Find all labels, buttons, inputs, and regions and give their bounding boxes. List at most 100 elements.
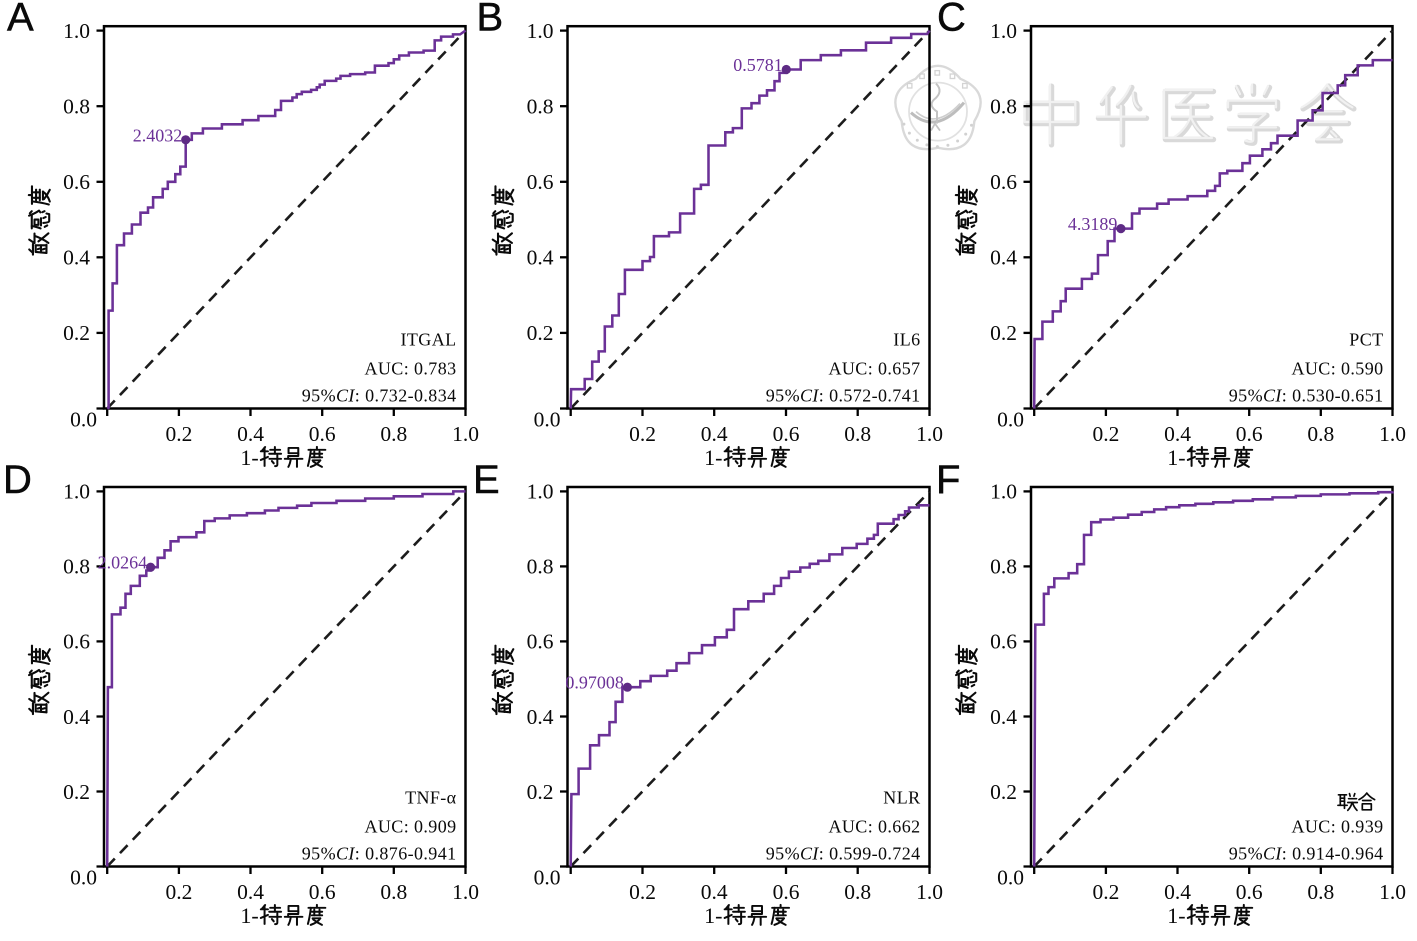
svg-text:E: E — [473, 458, 500, 502]
svg-text:0.2: 0.2 — [629, 422, 656, 446]
svg-text:95%CI: 0.914-0.964: 95%CI: 0.914-0.964 — [1229, 844, 1384, 864]
svg-text:0.4: 0.4 — [990, 246, 1017, 270]
svg-text:0.6: 0.6 — [309, 880, 336, 904]
svg-text:0.4: 0.4 — [1164, 422, 1191, 446]
svg-text:0.2: 0.2 — [165, 422, 192, 446]
svg-text:0.8: 0.8 — [990, 95, 1017, 119]
svg-text:1-: 1- — [704, 903, 722, 928]
svg-text:4.3189: 4.3189 — [1068, 214, 1118, 234]
svg-text:2.4032: 2.4032 — [133, 125, 183, 145]
svg-text:0.2: 0.2 — [1092, 422, 1119, 446]
svg-text:0.8: 0.8 — [1307, 880, 1334, 904]
svg-text:0.8: 0.8 — [844, 880, 871, 904]
svg-text:0.0: 0.0 — [70, 408, 97, 432]
svg-text:AUC: 0.590: AUC: 0.590 — [1291, 359, 1383, 379]
svg-text:0.8: 0.8 — [380, 422, 407, 446]
svg-text:0.6: 0.6 — [527, 170, 554, 194]
svg-text:1.0: 1.0 — [916, 880, 943, 904]
svg-text:NLR: NLR — [883, 788, 920, 808]
svg-text:95%CI: 0.876-0.941: 95%CI: 0.876-0.941 — [302, 844, 457, 864]
svg-text:0.6: 0.6 — [1236, 422, 1263, 446]
svg-text:1-: 1- — [1167, 903, 1185, 928]
svg-text:1.0: 1.0 — [63, 19, 90, 43]
svg-text:AUC: 0.783: AUC: 0.783 — [364, 359, 456, 379]
svg-text:95%CI: 0.530-0.651: 95%CI: 0.530-0.651 — [1229, 386, 1384, 406]
svg-text:0.4: 0.4 — [1164, 880, 1191, 904]
svg-text:0.4: 0.4 — [527, 705, 554, 729]
svg-text:0.8: 0.8 — [527, 95, 554, 119]
svg-text:0.4: 0.4 — [527, 246, 554, 270]
svg-text:1-: 1- — [240, 445, 258, 470]
svg-text:0.5781: 0.5781 — [733, 55, 783, 75]
svg-text:B: B — [477, 0, 504, 40]
svg-text:1.0: 1.0 — [1379, 880, 1406, 904]
svg-text:ITGAL: ITGAL — [401, 330, 457, 350]
svg-text:0.2: 0.2 — [63, 780, 90, 804]
svg-text:0.4: 0.4 — [990, 705, 1017, 729]
svg-text:1-: 1- — [240, 903, 258, 928]
svg-text:0.6: 0.6 — [773, 422, 800, 446]
svg-text:0.0: 0.0 — [534, 866, 561, 890]
svg-text:IL6: IL6 — [893, 330, 920, 350]
svg-text:0.6: 0.6 — [63, 170, 90, 194]
svg-text:1.0: 1.0 — [63, 480, 90, 504]
svg-text:0.2: 0.2 — [629, 880, 656, 904]
svg-text:1.0: 1.0 — [1379, 422, 1406, 446]
svg-text:AUC: 0.657: AUC: 0.657 — [828, 359, 920, 379]
svg-text:1.0: 1.0 — [916, 422, 943, 446]
svg-text:2.0264: 2.0264 — [98, 553, 148, 573]
svg-text:1-: 1- — [1167, 445, 1185, 470]
svg-text:0.8: 0.8 — [1307, 422, 1334, 446]
svg-text:0.6: 0.6 — [990, 170, 1017, 194]
svg-text:0.6: 0.6 — [1236, 880, 1263, 904]
svg-text:0.2: 0.2 — [990, 780, 1017, 804]
svg-text:F: F — [936, 458, 960, 502]
svg-text:AUC: 0.909: AUC: 0.909 — [364, 817, 456, 837]
svg-text:0.8: 0.8 — [380, 880, 407, 904]
svg-text:TNF-α: TNF-α — [405, 788, 457, 808]
svg-text:0.97008: 0.97008 — [565, 673, 624, 693]
svg-text:95%CI: 0.599-0.724: 95%CI: 0.599-0.724 — [766, 844, 921, 864]
svg-text:A: A — [7, 0, 34, 40]
svg-text:AUC: 0.662: AUC: 0.662 — [828, 817, 920, 837]
svg-text:0.8: 0.8 — [63, 95, 90, 119]
svg-text:1.0: 1.0 — [527, 19, 554, 43]
svg-text:0.8: 0.8 — [63, 555, 90, 579]
svg-text:D: D — [3, 458, 32, 502]
svg-text:0.4: 0.4 — [237, 880, 264, 904]
svg-text:0.6: 0.6 — [990, 630, 1017, 654]
svg-text:1.0: 1.0 — [990, 480, 1017, 504]
svg-text:0.6: 0.6 — [527, 630, 554, 654]
svg-text:C: C — [937, 0, 966, 40]
svg-text:AUC: 0.939: AUC: 0.939 — [1291, 817, 1383, 837]
svg-text:1.0: 1.0 — [452, 880, 479, 904]
svg-text:1.0: 1.0 — [527, 480, 554, 504]
svg-text:0.2: 0.2 — [1092, 880, 1119, 904]
svg-text:1.0: 1.0 — [452, 422, 479, 446]
svg-text:0.6: 0.6 — [309, 422, 336, 446]
svg-text:0.2: 0.2 — [527, 321, 554, 345]
svg-text:0.8: 0.8 — [844, 422, 871, 446]
svg-text:1.0: 1.0 — [990, 19, 1017, 43]
svg-text:0.4: 0.4 — [63, 705, 90, 729]
svg-text:0.4: 0.4 — [701, 422, 728, 446]
svg-text:PCT: PCT — [1349, 330, 1383, 350]
svg-text:0.0: 0.0 — [997, 866, 1024, 890]
svg-text:0.4: 0.4 — [237, 422, 264, 446]
svg-text:0.4: 0.4 — [63, 246, 90, 270]
svg-text:0.6: 0.6 — [773, 880, 800, 904]
svg-text:0.6: 0.6 — [63, 630, 90, 654]
svg-text:95%CI: 0.572-0.741: 95%CI: 0.572-0.741 — [766, 386, 921, 406]
svg-text:0.2: 0.2 — [527, 780, 554, 804]
svg-text:0.0: 0.0 — [997, 408, 1024, 432]
svg-text:1-: 1- — [704, 445, 722, 470]
svg-text:95%CI: 0.732-0.834: 95%CI: 0.732-0.834 — [302, 386, 457, 406]
svg-text:0.8: 0.8 — [990, 555, 1017, 579]
svg-text:0.2: 0.2 — [165, 880, 192, 904]
svg-text:0.0: 0.0 — [534, 408, 561, 432]
svg-text:0.0: 0.0 — [70, 866, 97, 890]
svg-text:0.8: 0.8 — [527, 555, 554, 579]
svg-text:0.4: 0.4 — [701, 880, 728, 904]
svg-text:0.2: 0.2 — [990, 321, 1017, 345]
svg-text:0.2: 0.2 — [63, 321, 90, 345]
